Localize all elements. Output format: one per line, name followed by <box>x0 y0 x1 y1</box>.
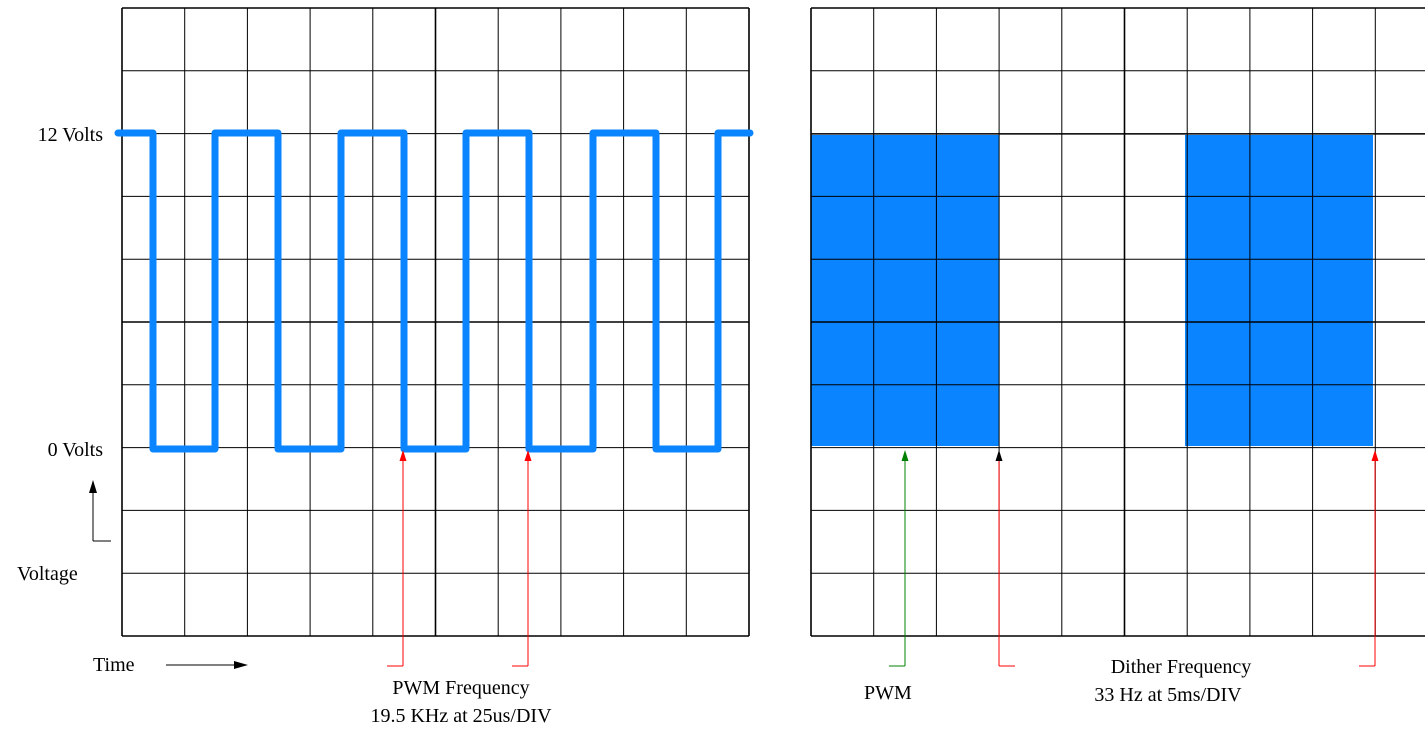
voltage-axis-label: Voltage <box>17 563 78 585</box>
dither-frequency-value: 33 Hz at 5ms/DIV <box>1094 684 1242 706</box>
time-arrow-icon <box>166 661 248 669</box>
label-0-volts: 0 Volts <box>48 439 104 461</box>
dither-frequency-caption: Dither Frequency <box>1111 656 1252 678</box>
pwm-marker-arrowhead <box>901 450 909 461</box>
dither-marker-end-arrowhead <box>1371 450 1379 461</box>
voltage-arrow-icon <box>89 480 111 542</box>
left-marker-a-arrowhead <box>399 450 407 461</box>
dither-block-2 <box>1185 135 1373 446</box>
dither-block-1 <box>811 135 999 446</box>
time-axis-label: Time <box>93 654 135 676</box>
pwm-frequency-value: 19.5 KHz at 25us/DIV <box>370 705 552 727</box>
dither-marker-start-arrowhead <box>995 450 1003 461</box>
left-marker-b-arrowhead <box>524 450 532 461</box>
pwm-frequency-caption: PWM Frequency <box>392 677 529 699</box>
left-period-markers <box>387 450 532 667</box>
pwm-label: PWM <box>864 682 912 704</box>
right-scope-grid <box>810 7 1425 637</box>
label-12-volts: 12 Volts <box>38 124 104 146</box>
right-period-markers <box>889 450 1379 667</box>
right-dither-blocks <box>811 133 1425 446</box>
left-pwm-trace <box>114 129 754 453</box>
